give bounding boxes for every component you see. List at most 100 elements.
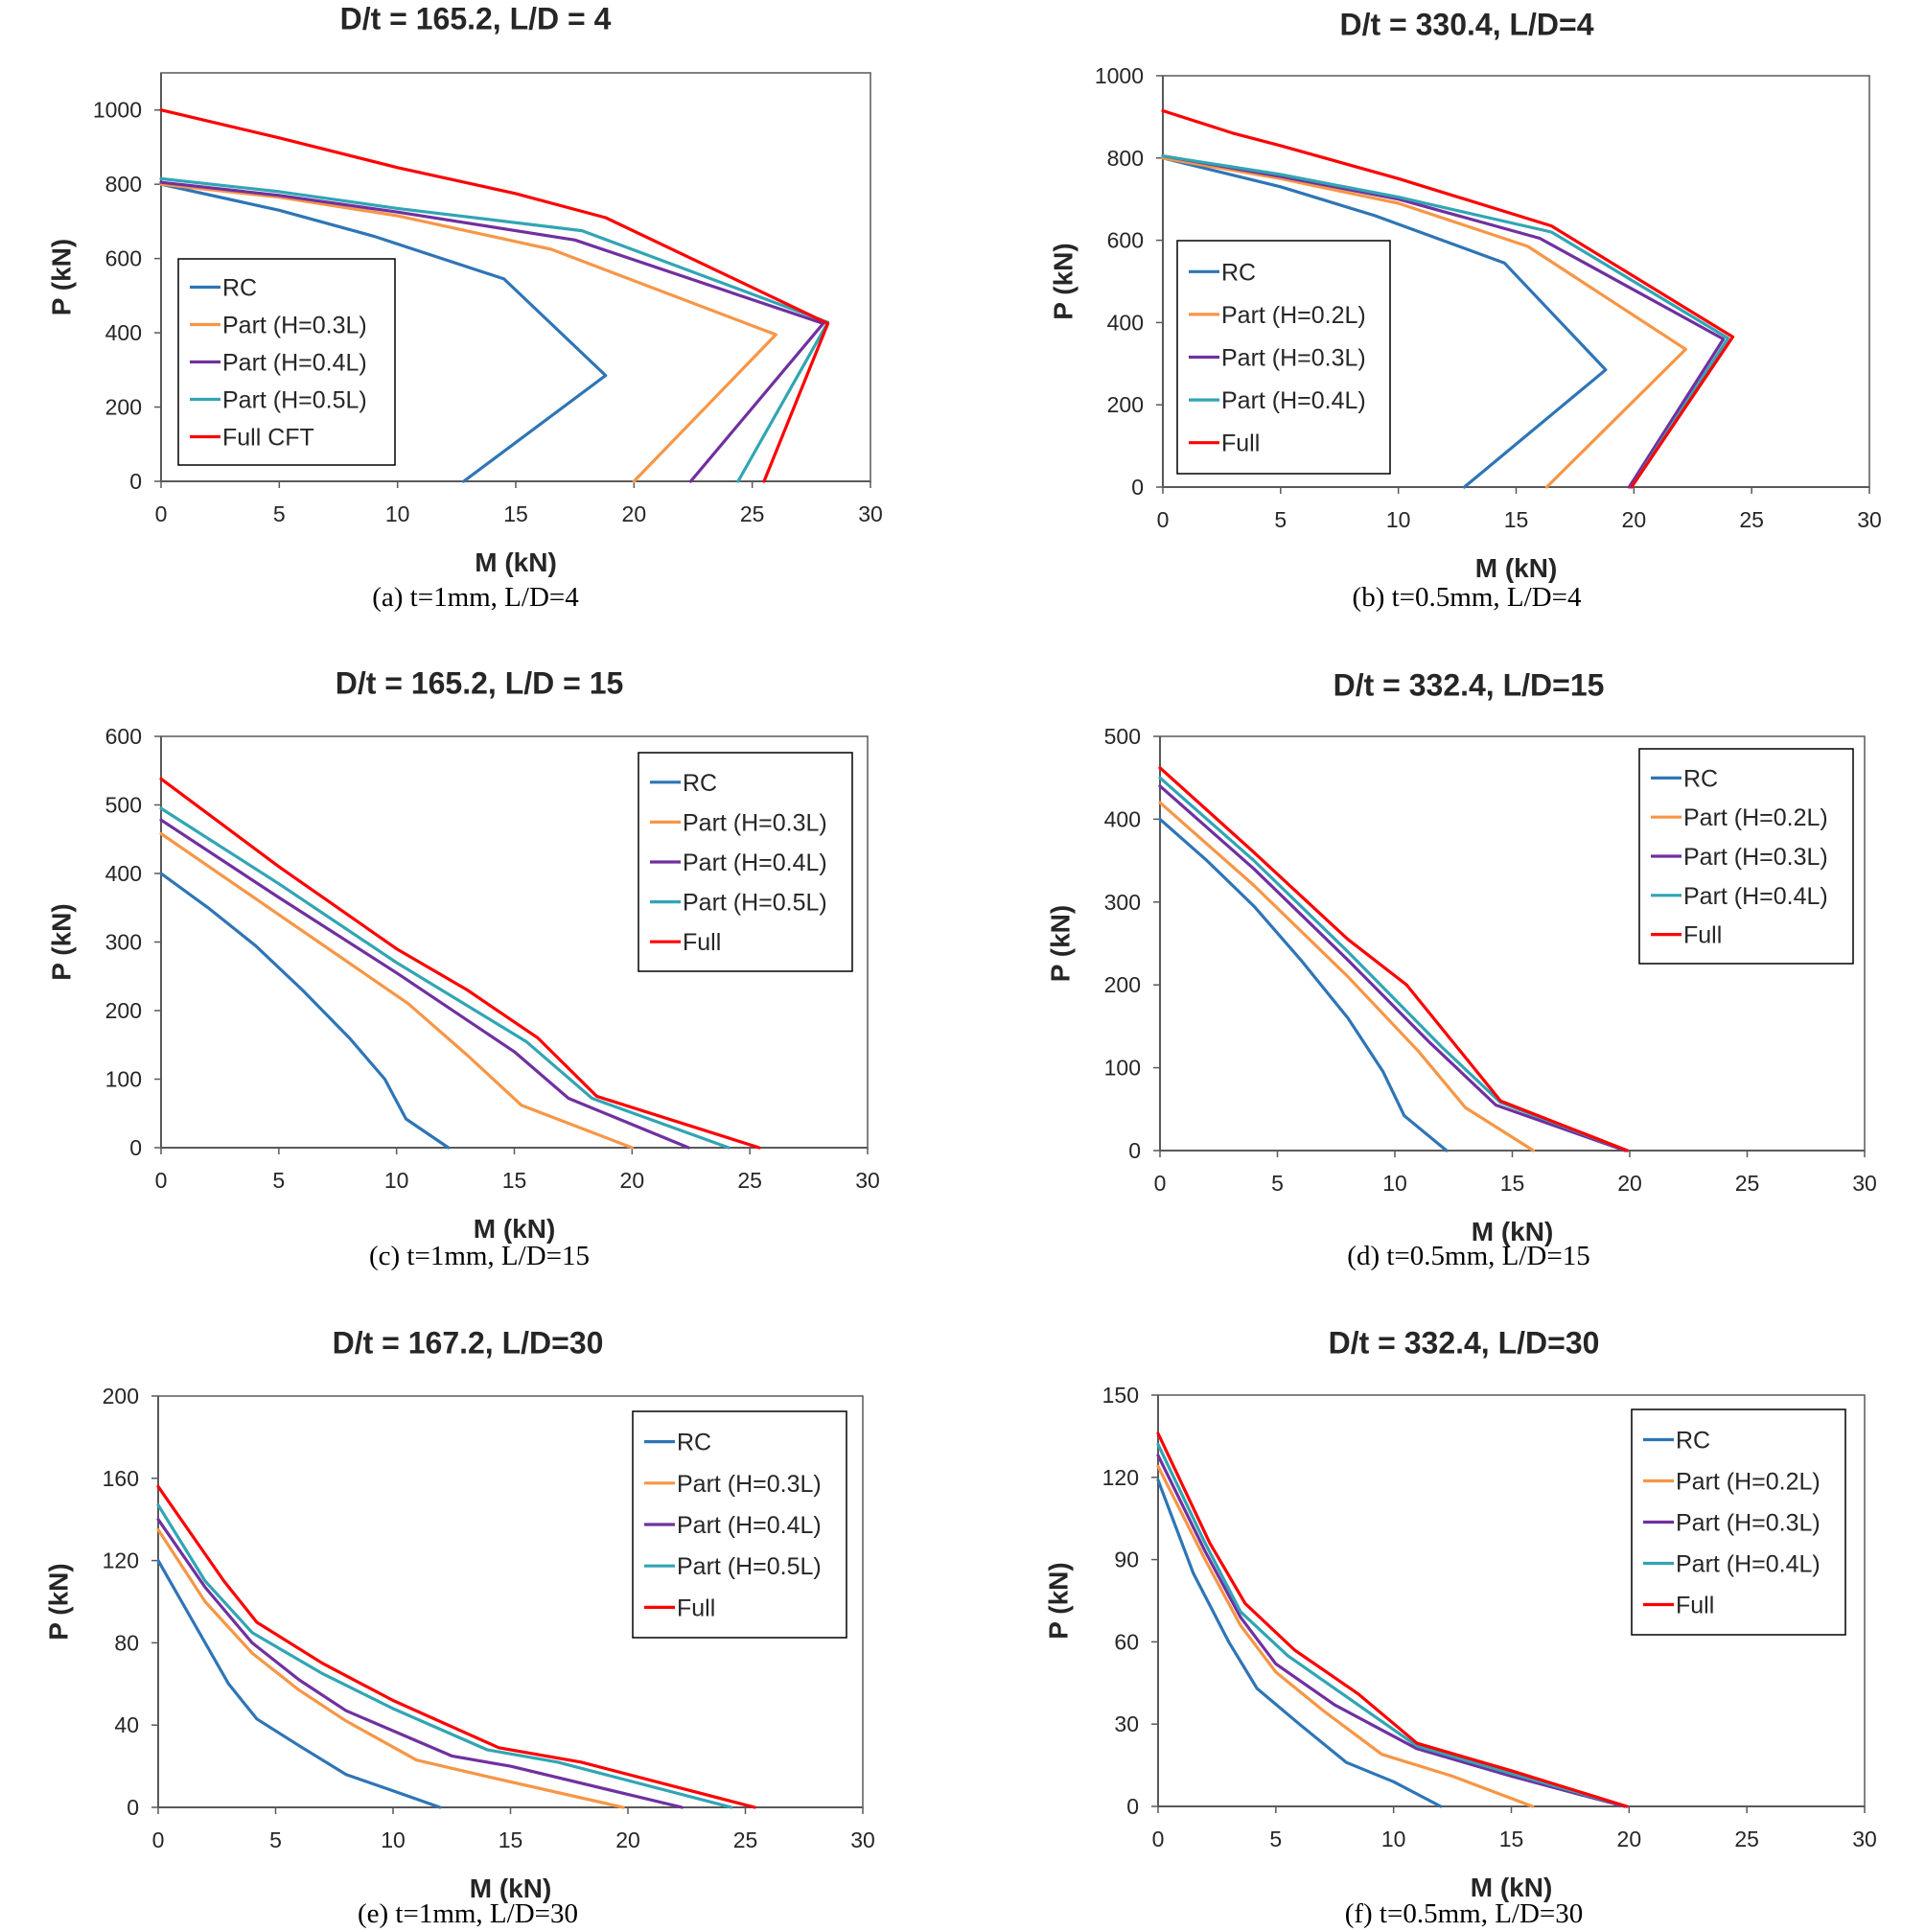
series-line-rc (156, 1558, 442, 1809)
y-tick-label: 300 (105, 930, 142, 955)
y-tick-label: 400 (1107, 310, 1144, 335)
x-tick-label: 20 (1617, 1827, 1642, 1851)
chart-d: D/t = 332.4, L/D=150 5 10 15 20 25 30010020030… (1045, 667, 1876, 1271)
series-line-part1 (1161, 156, 1688, 489)
y-axis-label: P (kN) (1048, 243, 1078, 319)
x-tick-label: 15 (1500, 1171, 1525, 1196)
y-tick-label: 200 (1107, 392, 1144, 417)
y-tick-label: 800 (105, 172, 142, 197)
x-tick-label: 10 (385, 501, 410, 526)
x-tick-label: 30 (1852, 1827, 1877, 1851)
x-tick-label: 0 (155, 501, 168, 526)
legend-entry: Part (H=0.3L) (222, 313, 367, 339)
y-tick-label: 120 (1102, 1465, 1139, 1490)
y-tick-label: 160 (103, 1466, 139, 1491)
series-line-part3 (159, 806, 731, 1150)
legend-entry: Part (H=0.4L) (677, 1512, 822, 1539)
series-line-rc (159, 182, 608, 483)
legend-entry: RC (222, 275, 257, 302)
x-tick-label: 25 (1734, 1827, 1759, 1851)
x-tick-label: 15 (1504, 507, 1529, 532)
series-line-rc (1158, 817, 1449, 1152)
chart-f: D/t = 332.4, L/D=30 0 5 10 15 20 25 30 0 30 60 90 12… (1043, 1325, 1876, 1929)
y-tick-label: 200 (105, 395, 142, 420)
x-tick-label: 20 (1622, 507, 1647, 532)
y-tick-label: 0 (127, 1795, 139, 1820)
y-tick-label: 0 (129, 1135, 142, 1160)
legend: RC Part (H=0.2L) Part (H=0.3L) Part (H=0.4L… (1176, 240, 1391, 475)
series-line-rc (1156, 1478, 1443, 1808)
x-tick-label: 20 (615, 1827, 640, 1852)
legend-entry: Part (H=0.4L) (1683, 883, 1828, 910)
x-tick-label: 5 (273, 501, 286, 526)
y-tick-label: 600 (1107, 228, 1144, 253)
chart-title: D/t = 165.2, L/D = 4 (340, 1, 612, 35)
legend-entry: RC (1676, 1428, 1710, 1455)
figure-caption: (f) t=0.5mm, L/D=30 (1345, 1898, 1584, 1929)
y-tick-label: 0 (129, 469, 142, 494)
x-tick-label: 5 (269, 1827, 282, 1852)
x-axis-label: M (kN) (1471, 1873, 1553, 1902)
x-tick-label: 25 (1735, 1171, 1760, 1196)
y-tick-label: 800 (1107, 146, 1144, 171)
series-line-full (156, 1484, 756, 1809)
y-tick-label: 100 (105, 1067, 142, 1092)
x-axis-label: M (kN) (470, 1874, 552, 1903)
x-tick-label: 30 (850, 1827, 875, 1852)
series-line-full (1158, 766, 1630, 1152)
series-line-full (1156, 1432, 1629, 1808)
x-tick-label: 30 (855, 1168, 880, 1193)
legend: RC Part (H=0.3L) Part (H=0.4L) Part (H=0.5L… (638, 752, 853, 972)
legend-entry: RC (683, 770, 717, 797)
series-line-part2 (159, 180, 825, 483)
legend-entry: Part (H=0.3L) (683, 809, 827, 836)
figure-caption: (d) t=0.5mm, L/D=15 (1347, 1241, 1589, 1271)
y-tick-label: 400 (105, 320, 142, 345)
x-tick-label: 10 (384, 1168, 409, 1193)
legend-entry: Part (H=0.2L) (1676, 1469, 1821, 1496)
y-tick-label: 30 (1114, 1711, 1139, 1736)
series-line-part3 (1156, 1442, 1629, 1808)
legend-entry: Part (H=0.3L) (1676, 1510, 1821, 1537)
x-tick-label: 5 (272, 1168, 285, 1193)
chart-b: D/t = 330.4, L/D=4 0 5 10 15 20 25 30 0 200 400 600… (1048, 7, 1881, 613)
series-line-part3 (1161, 154, 1730, 489)
legend-entry: Part (H=0.3L) (677, 1471, 822, 1498)
legend: RC Part (H=0.2L) Part (H=0.3L) Part (H=0.4L… (1631, 1408, 1846, 1636)
series-line-rc (1161, 156, 1608, 489)
x-tick-label: 15 (502, 1168, 527, 1193)
series-line-full (159, 108, 830, 483)
y-tick-label: 200 (1104, 972, 1141, 997)
chart-title: D/t = 332.4, L/D=30 (1329, 1325, 1600, 1360)
legend-entry: Full (1683, 922, 1722, 949)
y-axis-label: P (kN) (1043, 1562, 1073, 1639)
x-tick-label: 0 (1152, 1827, 1165, 1851)
x-axis-label: M (kN) (474, 1214, 556, 1244)
series-line-part1 (156, 1527, 625, 1809)
y-tick-label: 80 (114, 1630, 139, 1655)
x-tick-label: 20 (620, 1168, 645, 1193)
chart-title: D/t = 167.2, L/D=30 (333, 1325, 604, 1360)
x-tick-label: 5 (1271, 1171, 1284, 1196)
x-axis-label: M (kN) (1475, 553, 1558, 583)
series-line-part2 (1156, 1454, 1627, 1808)
legend-entry: RC (1221, 259, 1256, 286)
legend-entry: Part (H=0.2L) (1683, 804, 1828, 831)
figure-caption: (c) t=1mm, L/D=15 (369, 1241, 590, 1271)
y-tick-label: 500 (1104, 724, 1141, 749)
x-tick-label: 10 (1386, 507, 1411, 532)
x-tick-label: 10 (1382, 1171, 1407, 1196)
chart-title: D/t = 330.4, L/D=4 (1339, 7, 1593, 41)
y-tick-label: 100 (1104, 1056, 1141, 1081)
chart-title: D/t = 165.2, L/D = 15 (336, 665, 624, 700)
series-line-part2 (156, 1518, 684, 1809)
legend-entry: Part (H=0.5L) (683, 890, 827, 917)
y-axis-label: P (kN) (1045, 905, 1075, 982)
legend-entry: Full CFT (222, 425, 314, 452)
x-tick-label: 30 (858, 501, 883, 526)
figure-caption: (a) t=1mm, L/D=4 (372, 582, 579, 613)
x-tick-label: 10 (381, 1827, 406, 1852)
x-tick-label: 30 (1857, 507, 1882, 532)
legend: RC Part (H=0.2L) Part (H=0.3L) Part (H=0.4L… (1638, 748, 1854, 965)
x-tick-label: 15 (499, 1827, 523, 1852)
